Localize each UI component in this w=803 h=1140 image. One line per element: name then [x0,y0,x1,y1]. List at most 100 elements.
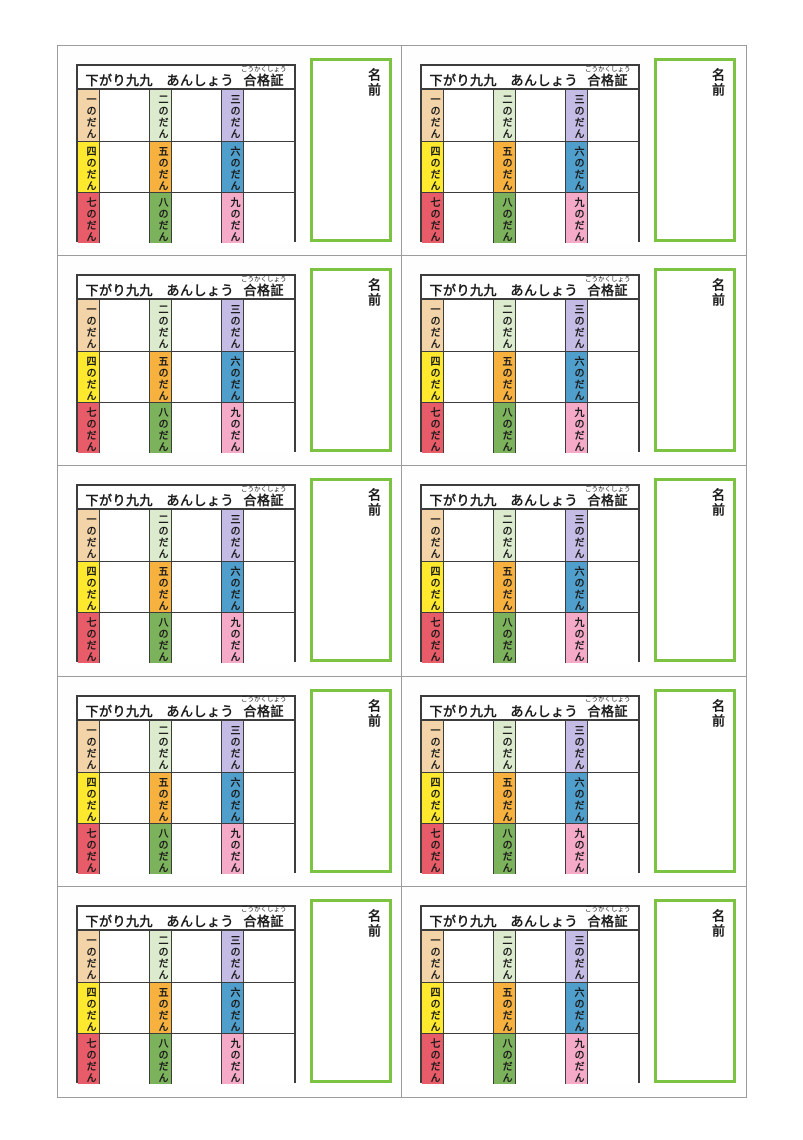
name-box: 名前 [654,58,736,242]
card-title-text: 下がり九九 あんしょう [85,73,234,88]
dan-label-5: 五のだん [494,981,516,1033]
dan-label-4: 四のだん [78,771,100,823]
cert-word-furigana: ごうかくしょう [241,485,287,493]
card-title-text: 下がり九九 あんしょう [429,493,578,509]
practice-cell [588,612,638,664]
dan-label-6: 六のだん [566,981,588,1033]
dan-label-1: 一のだん [78,930,100,982]
name-box: 名前 [654,688,736,873]
dan-label-9: 九のだん [222,402,244,454]
practice-cell [172,822,222,874]
sheet-cell: 下がり九九 あんしょう ごうかくしょう 合格証 一のだん 二のだん 三のだん 四… [402,256,746,467]
cert-word-furigana: ごうかくしょう [241,275,287,283]
practice-cell [516,981,566,1033]
practice-cell [244,300,294,352]
dan-label-1: 一のだん [78,300,100,352]
practice-cell [244,930,294,982]
practice-cell [100,402,150,454]
dan-label-5: 五のだん [494,141,516,192]
cert-word: 合格証 [243,913,284,929]
practice-cell [444,561,494,613]
practice-cell [172,930,222,982]
practice-cell [244,1032,294,1084]
dan-label-7: 七のだん [422,822,444,874]
practice-cell [588,141,638,192]
dan-label-6: 六のだん [566,351,588,403]
dan-label-4: 四のだん [78,561,100,613]
name-box: 名前 [654,478,736,663]
practice-cell [100,90,150,141]
dan-label-7: 七のだん [78,1032,100,1084]
cert-word-furigana: ごうかくしょう [241,696,287,704]
cert-word-furigana: ごうかくしょう [241,906,287,914]
name-box: 名前 [310,688,392,873]
dan-label-3: 三のだん [222,300,244,352]
dan-label-1: 一のだん [78,720,100,772]
dan-label-2: 二のだん [494,930,516,982]
practice-cell [588,402,638,454]
dan-label-2: 二のだん [494,90,516,141]
practice-cell [244,981,294,1033]
dan-label-4: 四のだん [78,351,100,403]
practice-cell [516,351,566,403]
dan-label-8: 八のだん [150,822,172,874]
dan-label-4: 四のだん [78,981,100,1033]
cert-word: 合格証 [587,703,628,719]
dan-label-6: 六のだん [566,771,588,823]
dan-label-1: 一のだん [78,90,100,141]
sheet-cell: 下がり九九 あんしょう ごうかくしょう 合格証 一のだん 二のだん 三のだん 四… [58,466,402,677]
practice-cell [588,1032,638,1084]
dan-grid: 一のだん 二のだん 三のだん 四のだん 五のだん 六のだん 七のだん 八のだん … [78,930,294,1084]
name-label: 名前 [366,488,381,519]
card-title: 下がり九九 あんしょう ごうかくしょう 合格証 [422,697,638,721]
dan-label-6: 六のだん [222,351,244,403]
certificate-card: 下がり九九 あんしょう ごうかくしょう 合格証 一のだん 二のだん 三のだん 四… [420,64,640,243]
practice-cell [172,612,222,664]
name-label: 名前 [710,698,725,729]
dan-label-2: 二のだん [150,300,172,352]
sheet-cell: 下がり九九 あんしょう ごうかくしょう 合格証 一のだん 二のだん 三のだん 四… [58,256,402,467]
practice-cell [516,822,566,874]
name-box: 名前 [310,478,392,663]
card-title-text: 下がり九九 あんしょう [85,913,234,929]
card-title: 下がり九九 あんしょう ごうかくしょう 合格証 [422,486,638,511]
practice-cell [172,561,222,613]
card-title: 下がり九九 あんしょう ごうかくしょう 合格証 [422,66,638,90]
certificate-card: 下がり九九 あんしょう ごうかくしょう 合格証 一のだん 二のだん 三のだん 四… [76,274,296,454]
cert-word: 合格証 [587,493,628,509]
cert-word-group: ごうかくしょう 合格証 [241,697,287,718]
practice-cell [172,90,222,141]
practice-cell [588,300,638,352]
practice-cell [100,351,150,403]
dan-label-9: 九のだん [566,1032,588,1084]
practice-cell [588,561,638,613]
practice-cell [244,561,294,613]
practice-cell [100,510,150,562]
dan-label-3: 三のだん [222,720,244,772]
practice-cell [516,561,566,613]
practice-cell [172,720,222,772]
practice-cell [444,141,494,192]
dan-label-9: 九のだん [566,402,588,454]
practice-cell [172,141,222,192]
dan-label-1: 一のだん [422,720,444,772]
name-label: 名前 [366,68,381,98]
cert-word-furigana: ごうかくしょう [585,275,631,283]
cert-word-group: ごうかくしょう 合格証 [241,907,287,928]
cert-word-group: ごうかくしょう 合格証 [585,697,631,718]
practice-cell [100,930,150,982]
practice-cell [100,612,150,664]
sheet-cell: 下がり九九 あんしょう ごうかくしょう 合格証 一のだん 二のだん 三のだん 四… [402,677,746,887]
name-label: 名前 [710,488,725,519]
practice-cell [516,90,566,141]
practice-cell [516,720,566,772]
dan-label-2: 二のだん [494,300,516,352]
dan-label-1: 一のだん [422,510,444,562]
dan-label-3: 三のだん [566,720,588,772]
practice-cell [588,930,638,982]
dan-label-5: 五のだん [150,561,172,613]
certificate-card: 下がり九九 あんしょう ごうかくしょう 合格証 一のだん 二のだん 三のだん 四… [420,274,640,454]
certificate-card: 下がり九九 あんしょう ごうかくしょう 合格証 一のだん 二のだん 三のだん 四… [420,484,640,664]
cert-word-group: ごうかくしょう 合格証 [585,907,631,928]
dan-grid: 一のだん 二のだん 三のだん 四のだん 五のだん 六のだん 七のだん 八のだん … [422,90,638,243]
